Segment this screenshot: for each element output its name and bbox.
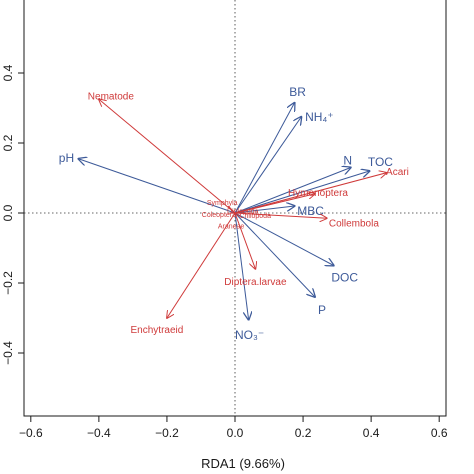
- taxa-label-hymenoptera: Hymenoptera: [288, 188, 348, 199]
- env-vector-toc: [234, 171, 369, 214]
- taxa-vector-nematode: [99, 99, 236, 214]
- taxa-vector-symphyla: [227, 205, 236, 214]
- taxa-label-araneae: Araneae: [218, 224, 245, 231]
- taxa-label-diptera-larvae: Diptera.larvae: [224, 277, 287, 288]
- x-tick-label: 0.2: [295, 426, 312, 440]
- x-tick-label: −0.6: [19, 426, 43, 440]
- taxa-vector-enchytraeid: [167, 212, 236, 318]
- env-vector-mbc: [234, 206, 295, 214]
- taxa-label-chilopoda: Chilopoda: [239, 213, 271, 220]
- env-label-no: NO₃⁻: [235, 328, 264, 342]
- env-vector-n: [234, 168, 351, 214]
- taxa-vector-araneae: [234, 212, 241, 217]
- env-label-toc: TOC: [368, 155, 393, 169]
- env-vector-ph: [78, 159, 236, 214]
- env-label-n: N: [343, 154, 352, 168]
- taxa-label-nematode: Nematode: [88, 91, 135, 102]
- y-tick-label: −0.4: [1, 341, 15, 365]
- y-tick-label: 0.0: [1, 204, 15, 221]
- env-vector-no: [234, 212, 249, 320]
- x-tick-label: −0.2: [155, 426, 179, 440]
- env-label-br: BR: [289, 85, 306, 99]
- env-label-doc: DOC: [331, 271, 358, 285]
- y-tick-label: 0.2: [1, 134, 15, 151]
- env-vector-p: [234, 212, 315, 297]
- x-tick-label: 0.6: [431, 426, 448, 440]
- taxa-vector-acari: [234, 173, 386, 214]
- x-axis-title: RDA1 (9.66%): [201, 456, 285, 471]
- env-label-ph: pH: [59, 151, 74, 165]
- env-label-mbc: MBC: [297, 204, 324, 218]
- x-tick-label: 0.4: [363, 426, 380, 440]
- env-vector-doc: [234, 212, 334, 266]
- taxa-vector-diptera-larvae: [234, 212, 255, 269]
- env-vector-br: [234, 103, 295, 214]
- taxa-label-diplopoda: Diplopoda: [227, 208, 259, 215]
- taxa-label-coleoptera: Coleoptera: [202, 212, 236, 219]
- taxa-label-collembola: Collembola: [329, 218, 379, 229]
- env-vector-nh: [234, 117, 301, 214]
- y-tick-label: −0.2: [1, 271, 15, 295]
- taxa-label-symphyla: Symphyla: [207, 200, 238, 207]
- env-label-nh: NH₄⁺: [305, 110, 334, 124]
- taxa-label-acari: Acari: [386, 167, 409, 178]
- x-tick-label: 0.0: [227, 426, 244, 440]
- y-tick-label: 0.4: [1, 64, 15, 81]
- x-tick-label: −0.4: [87, 426, 111, 440]
- env-label-p: P: [318, 303, 326, 317]
- taxa-vector-collembola: [234, 212, 327, 218]
- taxa-label-enchytraeid: Enchytraeid: [131, 325, 184, 336]
